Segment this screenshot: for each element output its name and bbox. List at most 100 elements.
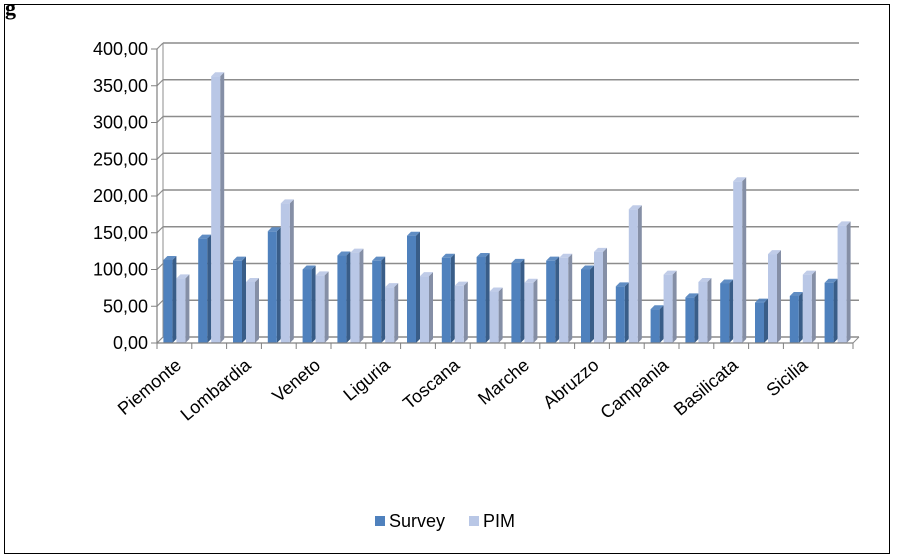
x-tick-label: Veneto <box>268 355 324 406</box>
bar-top <box>768 250 781 255</box>
bar-top <box>685 293 699 298</box>
bar-front <box>733 181 743 343</box>
x-tick-label: Abruzzo <box>539 355 602 413</box>
header-fragment: g <box>5 0 16 20</box>
y-tick-label: 400,00 <box>93 39 148 59</box>
bar-side <box>220 72 225 343</box>
legend-label-survey: Survey <box>389 511 445 531</box>
bar-top <box>511 258 525 263</box>
bar-top <box>198 234 212 239</box>
bar-side <box>429 272 433 343</box>
bar-top <box>663 270 677 275</box>
bar-top <box>233 256 246 261</box>
bar-top <box>476 253 490 258</box>
bar-top <box>385 283 399 288</box>
bar-front <box>385 287 395 343</box>
bar-side <box>590 265 594 343</box>
x-tick-label: Marche <box>474 355 533 409</box>
bar-front <box>720 283 730 343</box>
bar-front <box>650 309 660 343</box>
bar-front <box>685 297 695 343</box>
bar-top <box>211 72 225 77</box>
bar-front <box>489 291 499 343</box>
bar-pim <box>280 199 294 343</box>
bar-top <box>454 281 468 286</box>
bar-top <box>176 274 190 279</box>
bar-side <box>568 253 573 343</box>
bar-front <box>546 260 556 343</box>
bar-survey <box>198 234 212 343</box>
bar-survey <box>615 282 629 343</box>
bar-front <box>768 254 777 343</box>
floor-edge <box>852 336 860 344</box>
bar-side <box>276 227 281 343</box>
y-axis-tick-labels: 0,00 50,00 100,00 150,00 200,00 250,00 300,00 3… <box>93 39 148 353</box>
bar-front <box>581 269 590 343</box>
bar-top <box>267 227 281 232</box>
bar-top <box>698 277 712 282</box>
bar-survey <box>824 278 838 343</box>
gridline-depth <box>156 116 164 123</box>
gridline-depth <box>156 189 164 197</box>
bar-side <box>394 283 399 343</box>
bar-side <box>603 247 607 343</box>
bar-side <box>742 177 747 343</box>
bar-front <box>246 281 255 343</box>
bar-side <box>416 231 420 343</box>
legend-swatch-pim <box>469 516 479 526</box>
bar-top <box>559 253 573 258</box>
bar-survey <box>337 251 351 343</box>
bar-survey <box>407 231 420 343</box>
bar-front <box>211 76 221 343</box>
bar-side <box>694 293 699 343</box>
bar-front <box>524 282 534 343</box>
bar-top <box>720 279 734 284</box>
bar-pim <box>385 283 399 343</box>
bar-front <box>559 257 569 343</box>
y-tick-label: 0,00 <box>113 333 148 353</box>
bar-front <box>594 251 603 343</box>
bar-side <box>729 279 734 343</box>
bar-side <box>555 256 560 343</box>
y-tick-label: 150,00 <box>93 223 148 243</box>
bar-top <box>581 265 594 270</box>
bar-top <box>280 199 294 204</box>
gridline-depth <box>156 152 164 160</box>
bar-top <box>246 277 259 282</box>
bar-side <box>520 258 525 343</box>
legend: Survey PIM <box>375 511 515 531</box>
bar-pim <box>559 253 573 343</box>
y-tick-label: 100,00 <box>93 260 148 280</box>
bar-top <box>524 278 538 283</box>
bar-top <box>407 231 420 236</box>
bar-front <box>837 225 847 343</box>
bar-pim <box>176 274 190 343</box>
x-tick-label: Liguria <box>340 354 395 405</box>
bar-pim <box>594 247 607 343</box>
bar-side <box>311 265 316 343</box>
bar-survey <box>650 305 664 343</box>
bar-pim <box>315 271 329 343</box>
bar-survey <box>267 227 281 343</box>
bar-survey <box>581 265 594 343</box>
bar-side <box>659 305 664 343</box>
bar-survey <box>163 255 177 343</box>
bar-side <box>764 298 768 343</box>
bar-side <box>450 253 455 343</box>
gridline-depth <box>156 263 164 270</box>
bar-pim <box>246 277 259 343</box>
bar-top <box>837 221 851 226</box>
legend-label-pim: PIM <box>483 511 515 531</box>
bar-pim <box>663 270 677 343</box>
bar-front <box>407 235 416 343</box>
bar-pim <box>489 287 503 343</box>
bar-side <box>485 253 490 343</box>
bar-front <box>267 231 277 343</box>
bar-side <box>359 248 364 343</box>
bar-front <box>350 252 360 343</box>
bar-survey <box>441 253 455 343</box>
chart-frame: g 0,00 50,00 100,00 150,00 200,00 250,00 300,0… <box>4 0 890 554</box>
bar-front <box>280 203 290 343</box>
bar-pim <box>698 277 712 343</box>
bar-pim <box>768 250 781 343</box>
